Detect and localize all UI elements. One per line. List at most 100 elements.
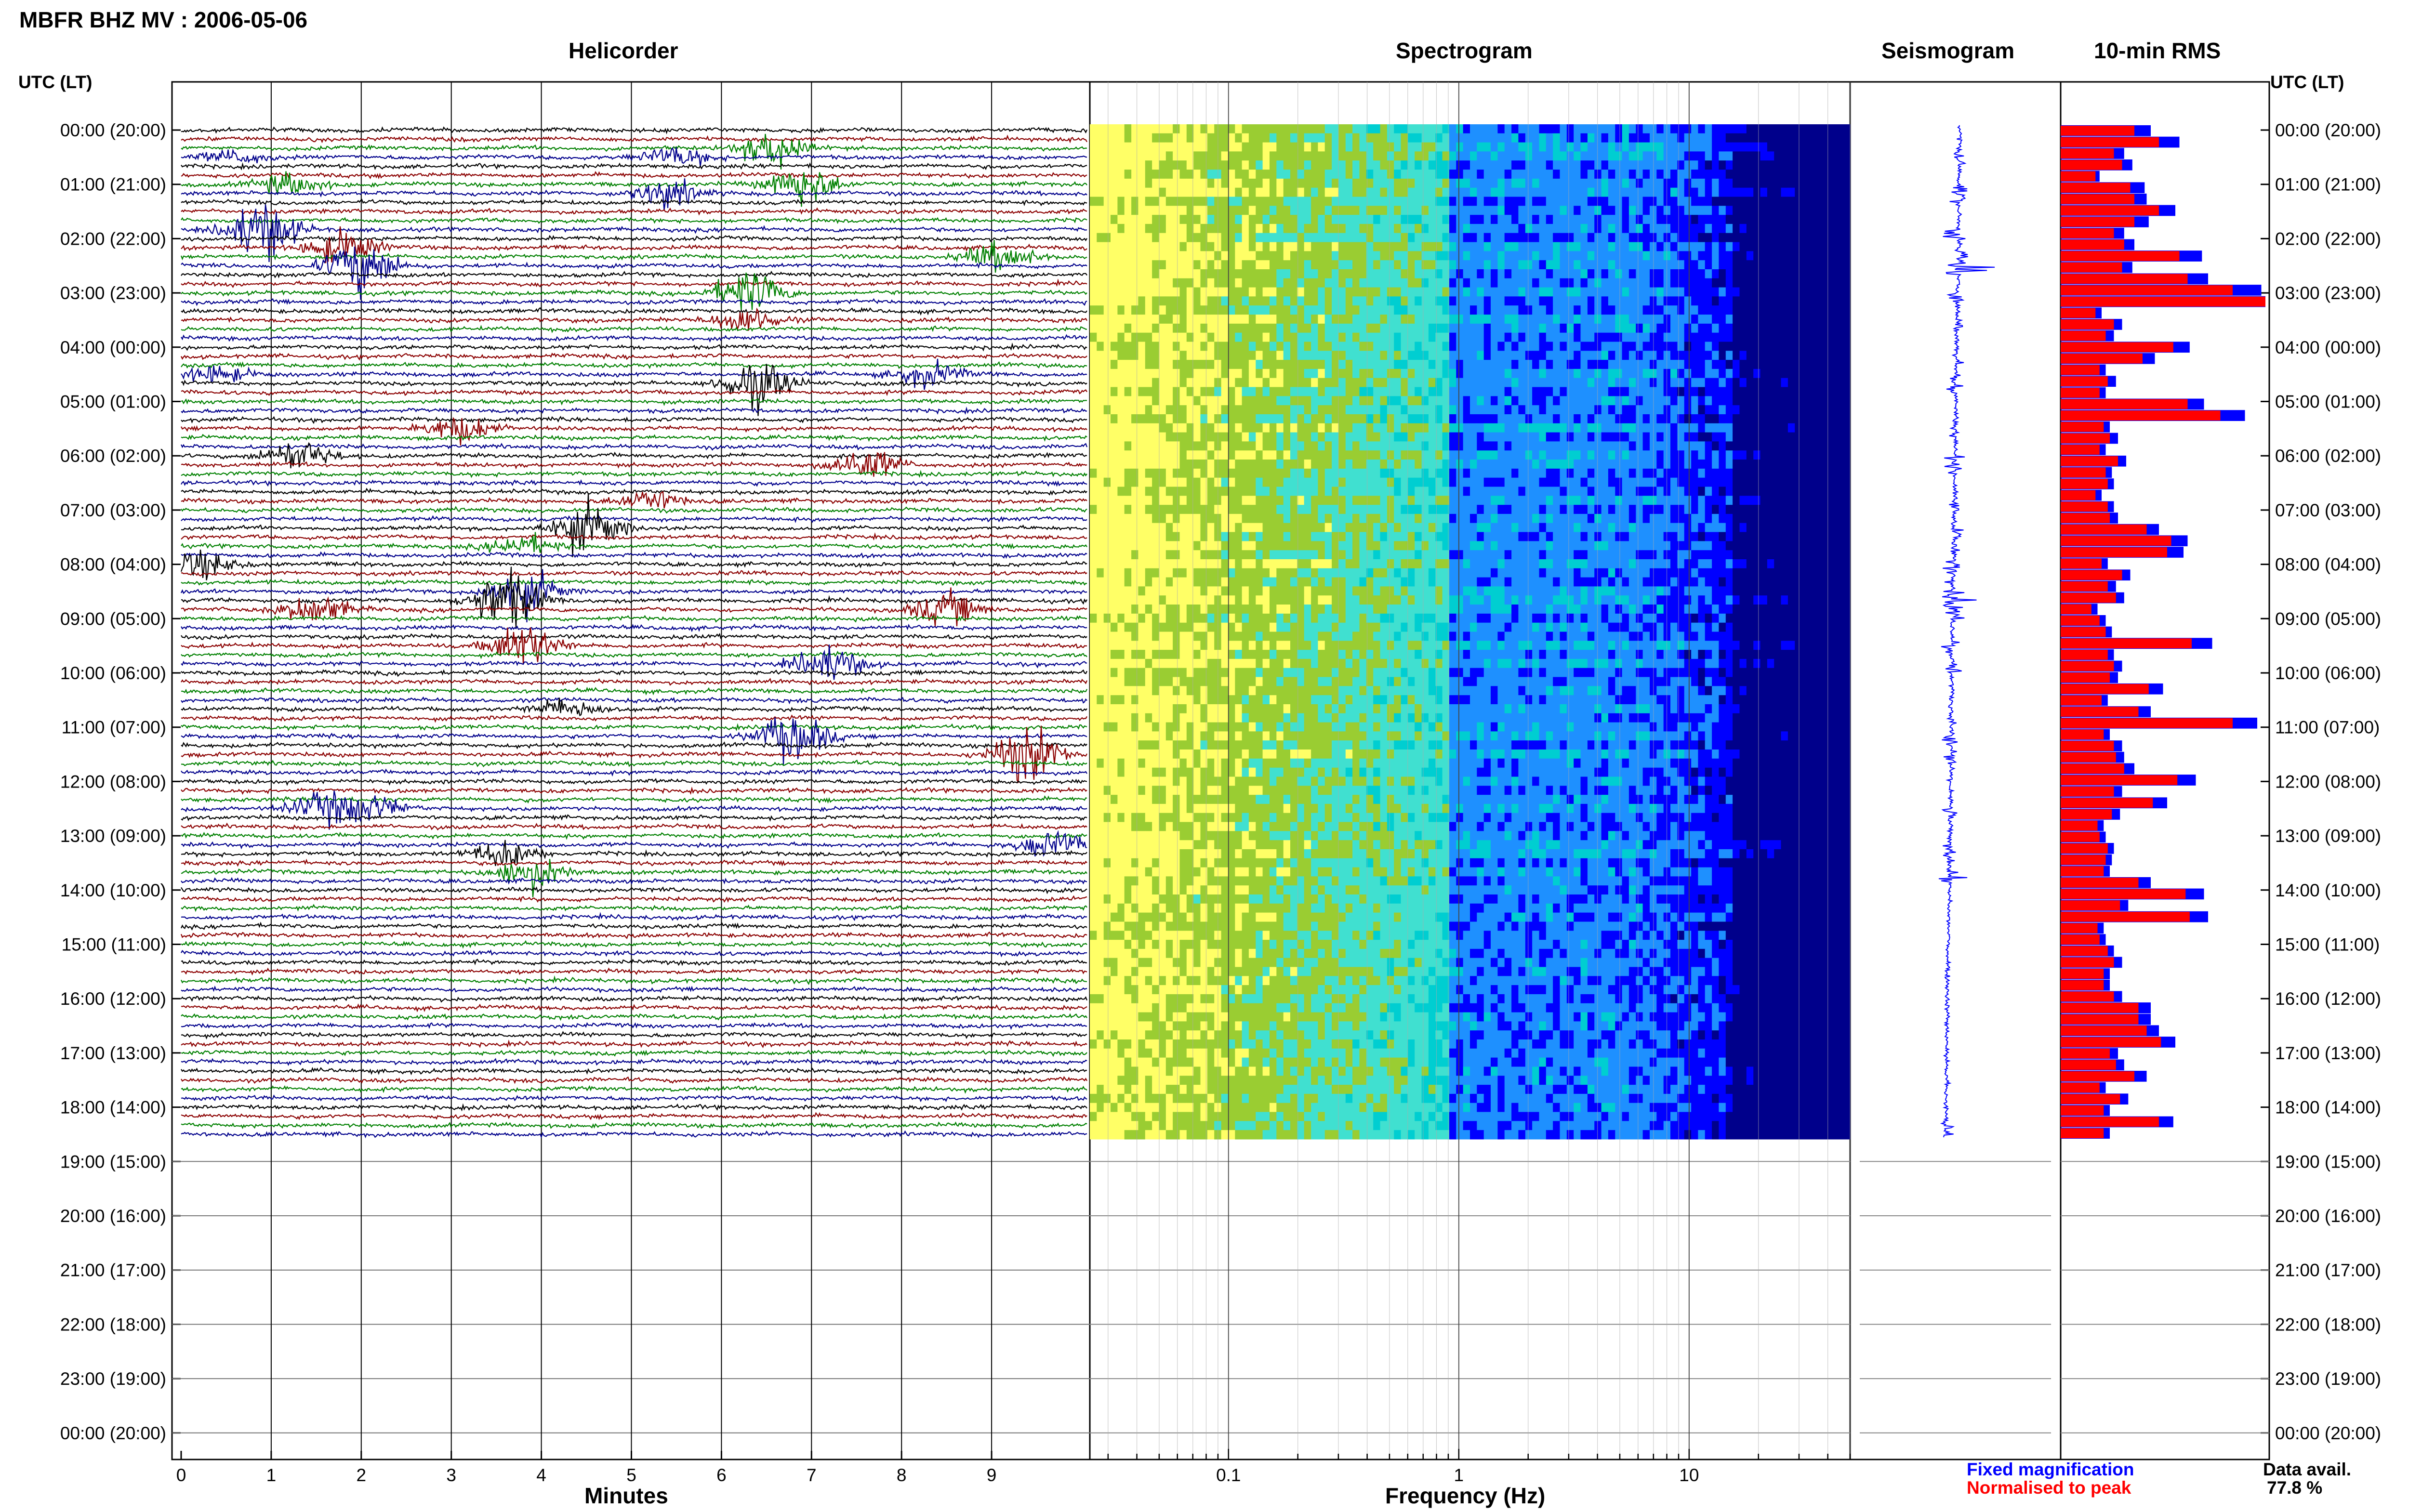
- spectrogram-cell: [1352, 342, 1360, 351]
- spectrogram-cell: [1760, 432, 1768, 442]
- spectrogram-cell: [1622, 142, 1629, 152]
- spectrogram-cell: [1345, 124, 1353, 134]
- spectrogram-cell: [1560, 160, 1567, 170]
- hour-label-left: 13:00 (09:00): [60, 826, 166, 846]
- spectrogram-cell: [1587, 187, 1595, 197]
- spectrogram-cell: [1497, 151, 1505, 161]
- spectrogram-cell: [1587, 368, 1595, 379]
- spectrogram-cell: [1615, 206, 1623, 215]
- spectrogram-cell: [1795, 224, 1802, 234]
- spectrogram-cell: [1843, 260, 1851, 270]
- spectrogram-cell: [1401, 477, 1408, 487]
- spectrogram-cell: [1787, 160, 1795, 170]
- spectrogram-cell: [1656, 323, 1664, 333]
- spectrogram-cell: [1566, 323, 1574, 333]
- spectrogram-cell: [1311, 287, 1318, 297]
- spectrogram-cell: [1739, 477, 1747, 487]
- spectrogram-cell: [1332, 278, 1339, 288]
- spectrogram-cell: [1428, 315, 1436, 324]
- hour-label-right: 08:00 (04:00): [2275, 555, 2381, 575]
- spectrogram-cell: [1463, 315, 1470, 324]
- spectrogram-cell: [1836, 124, 1844, 134]
- spectrogram-cell: [1380, 296, 1388, 306]
- spectrogram-cell: [1242, 414, 1249, 424]
- spectrogram-cell: [1829, 296, 1837, 306]
- spectrogram-cell: [1221, 396, 1229, 406]
- spectrogram-cell: [1338, 423, 1346, 433]
- spectrogram-cell: [1470, 287, 1477, 297]
- spectrogram-cell: [1435, 486, 1443, 496]
- spectrogram-cell: [1719, 441, 1726, 451]
- spectrogram-cell: [1795, 170, 1802, 179]
- spectrogram-cell: [1442, 405, 1450, 415]
- spectrogram-cell: [1248, 142, 1256, 152]
- spectrogram-cell: [1145, 287, 1152, 297]
- spectrogram-cell: [1698, 178, 1706, 188]
- spectrogram-cell: [1587, 450, 1595, 460]
- spectrogram-cell: [1103, 242, 1111, 251]
- spectrogram-cell: [1428, 242, 1436, 251]
- hour-label-left: 04:00 (00:00): [60, 338, 166, 357]
- spectrogram-cell: [1290, 477, 1297, 487]
- spectrogram-cell: [1781, 378, 1788, 388]
- spectrogram-cell: [1242, 187, 1249, 197]
- spectrogram-cell: [1256, 368, 1263, 379]
- spectrogram-cell: [1345, 178, 1353, 188]
- spectrogram-cell: [1525, 351, 1533, 360]
- spectrogram-cell: [1497, 242, 1505, 251]
- spectrogram-cell: [1103, 486, 1111, 496]
- spectrogram-cell: [1843, 351, 1851, 360]
- spectrogram-cell: [1228, 142, 1235, 152]
- spectrogram-cell: [1394, 160, 1402, 170]
- spectrogram-cell: [1532, 396, 1539, 406]
- spectrogram-cell: [1380, 133, 1388, 143]
- spectrogram-cell: [1628, 206, 1636, 215]
- spectrogram-cell: [1352, 332, 1360, 342]
- spectrogram-cell: [1608, 423, 1615, 433]
- spectrogram-cell: [1165, 460, 1173, 469]
- spectrogram-cell: [1663, 432, 1671, 442]
- spectrogram-cell: [1753, 206, 1761, 215]
- spectrogram-cell: [1739, 360, 1747, 369]
- spectrogram-cell: [1795, 142, 1802, 152]
- spectrogram-cell: [1179, 450, 1187, 460]
- spectrogram-cell: [1415, 423, 1422, 433]
- spectrogram-cell: [1801, 315, 1809, 324]
- spectrogram-cell: [1698, 450, 1706, 460]
- spectrogram-cell: [1145, 242, 1152, 251]
- spectrogram-cell: [1173, 414, 1180, 424]
- helicorder-trace: [181, 768, 1087, 777]
- spectrogram-cell: [1449, 151, 1456, 161]
- helicorder-trace: [181, 417, 1087, 446]
- spectrogram-cell: [1560, 368, 1567, 379]
- spectrogram-cell: [1560, 468, 1567, 478]
- spectrogram-cell: [1836, 460, 1844, 469]
- spectrogram-cell: [1594, 460, 1602, 469]
- spectrogram-cell: [1179, 405, 1187, 415]
- spectrogram-cell: [1318, 423, 1325, 433]
- spectrogram-cell: [1808, 423, 1816, 433]
- spectrogram-cell: [1345, 423, 1353, 433]
- spectrogram-cell: [1138, 396, 1146, 406]
- spectrogram-cell: [1546, 332, 1553, 342]
- spectrogram-cell: [1525, 133, 1533, 143]
- spectrogram-cell: [1111, 450, 1118, 460]
- spectrogram-cell: [1642, 460, 1650, 469]
- spectrogram-cell: [1207, 269, 1215, 279]
- spectrogram-cell: [1262, 423, 1270, 433]
- spectrogram-cell: [1553, 233, 1560, 243]
- spectrogram-cell: [1677, 133, 1685, 143]
- spectrogram-cell: [1553, 378, 1560, 388]
- spectrogram-cell: [1546, 260, 1553, 270]
- helicorder-trace: [181, 994, 1088, 1003]
- spectrogram-cell: [1642, 387, 1650, 396]
- spectrogram-cell: [1636, 360, 1643, 369]
- spectrogram-cell: [1311, 423, 1318, 433]
- spectrogram-cell: [1318, 151, 1325, 161]
- spectrogram-cell: [1463, 178, 1470, 188]
- spectrogram-cell: [1338, 323, 1346, 333]
- spectrogram-cell: [1725, 187, 1733, 197]
- spectrogram-cell: [1428, 423, 1436, 433]
- spectrogram-cell: [1525, 360, 1533, 369]
- spectrogram-cell: [1518, 441, 1526, 451]
